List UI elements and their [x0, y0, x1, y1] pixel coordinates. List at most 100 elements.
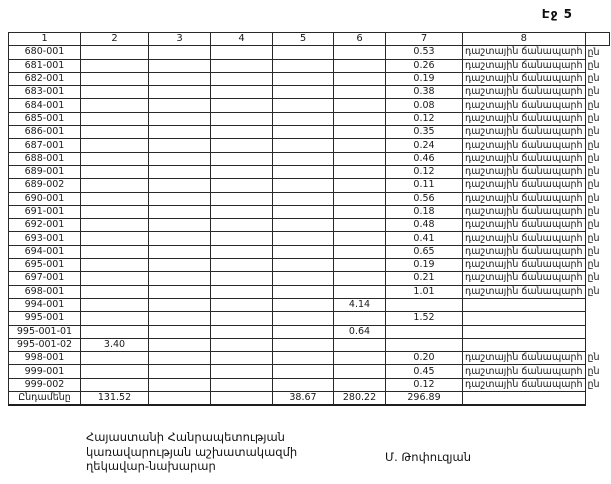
cell-c6 — [333, 98, 386, 113]
cell-c6 — [333, 85, 386, 100]
cell-c1: 684-001 — [8, 98, 81, 113]
cell-c6 — [333, 218, 386, 233]
issuer-line-3: ղեկավար-նախարար — [86, 459, 216, 473]
cell-c1: 694-001 — [8, 244, 81, 260]
cell-c3 — [148, 151, 211, 166]
cell-c6 — [333, 164, 386, 180]
cell-c1: 695-001 — [8, 258, 81, 273]
cell-c5 — [272, 351, 334, 366]
cell-c8: դաշտային ճանապարհ — [462, 218, 586, 233]
column-header-5: 5 — [272, 31, 334, 47]
cell-c3 — [148, 258, 211, 273]
cell-c4 — [210, 297, 273, 313]
cell-c8: դաշտային ճանապարհ — [462, 351, 586, 366]
cell-c7: 0.53 — [385, 45, 463, 60]
cell-c7: 1.52 — [385, 311, 463, 326]
scan-edge-fragment: ըն — [587, 245, 600, 257]
cell-c1: 995-001-02 — [8, 337, 81, 353]
cell-c2 — [80, 58, 149, 73]
cell-c7: 0.48 — [385, 218, 463, 233]
cell-c3 — [148, 231, 211, 246]
cell-c6 — [333, 377, 386, 393]
cell-c5 — [272, 297, 334, 313]
cell-c1: 999-002 — [8, 377, 81, 393]
cell-c4 — [210, 337, 273, 353]
cell-c6 — [333, 111, 386, 127]
scan-edge-fragment: ըն — [587, 152, 600, 164]
cell-c7: 0.26 — [385, 58, 463, 73]
cell-c8: դաշտային ճանապարհ — [462, 71, 586, 87]
cell-c1: 683-001 — [8, 85, 81, 100]
cell-c8: դաշտային ճանապարհ — [462, 138, 586, 153]
cell-c7: 0.24 — [385, 138, 463, 153]
cell-c4 — [210, 324, 273, 339]
cell-c4 — [210, 218, 273, 233]
cell-c2 — [80, 164, 149, 180]
cell-c3 — [148, 218, 211, 233]
cell-c2 — [80, 204, 149, 220]
table-row: 681-001 0.26 դաշտային ճանապարհ ըն — [8, 58, 610, 73]
cell-c3 — [148, 191, 211, 206]
cell-c6 — [333, 151, 386, 166]
cell-c7: 0.08 — [385, 98, 463, 113]
cell-c8: դաշտային ճանապարհ — [462, 45, 586, 60]
cell-c1: 681-001 — [8, 58, 81, 73]
scan-edge-fragment: ըն — [587, 285, 600, 297]
column-header-6: 6 — [333, 31, 386, 47]
scan-edge-fragment: ըն — [587, 59, 600, 71]
cell-c7: 0.35 — [385, 125, 463, 140]
cell-c8: դաշտային ճանապարհ — [462, 125, 586, 140]
issuer-title-block: Հայաստանի Հանրապետության կառավարության ա… — [86, 430, 297, 474]
scan-edge-fragment: ըն — [587, 259, 600, 271]
cell-c6 — [333, 364, 386, 379]
scan-edge-fragment: ըն — [587, 365, 600, 377]
table-row: 994-001 4.14 — [8, 297, 610, 313]
table-row: 695-001 0.19 դաշտային ճանապարհ ըն — [8, 258, 610, 273]
cell-c8: դաշտային ճանապարհ — [462, 244, 586, 260]
cell-c4 — [210, 71, 273, 87]
cell-c4 — [210, 58, 273, 73]
cell-c8: դաշտային ճանապարհ — [462, 151, 586, 166]
table-row: 999-002 0.12 դաշտային ճանապարհ ըն — [8, 377, 610, 393]
cell-c7: 0.19 — [385, 71, 463, 87]
cell-c2 — [80, 351, 149, 366]
cell-c3 — [148, 164, 211, 180]
cell-c2 — [80, 98, 149, 113]
scan-edge-fragment — [585, 338, 610, 351]
cell-c3 — [148, 284, 211, 299]
cell-c4 — [210, 351, 273, 366]
cell-c5 — [272, 178, 334, 193]
cell-c2: 3.40 — [80, 337, 149, 353]
cell-c3 — [148, 271, 211, 286]
cell-c5 — [272, 45, 334, 60]
cell-c6 — [333, 58, 386, 73]
cell-c5 — [272, 138, 334, 153]
cell-c5 — [272, 164, 334, 180]
cell-c1: 685-001 — [8, 111, 81, 127]
cell-c7: 0.12 — [385, 111, 463, 127]
cell-c4 — [210, 311, 273, 326]
cell-c4 — [210, 45, 273, 60]
cell-c4 — [210, 151, 273, 166]
cell-c6 — [333, 337, 386, 353]
cell-c6 — [333, 258, 386, 273]
total-cell-c2: 131.52 — [80, 391, 149, 407]
cell-c3 — [148, 138, 211, 153]
cell-c1: 994-001 — [8, 297, 81, 313]
cell-c1: 688-001 — [8, 151, 81, 166]
scan-edge-column — [584, 31, 610, 47]
cell-c7: 0.21 — [385, 271, 463, 286]
cell-c8 — [462, 311, 586, 326]
cell-c6 — [333, 178, 386, 193]
cell-c4 — [210, 231, 273, 246]
table-row: 998-001 0.20 դաշտային ճանապարհ ըն — [8, 351, 610, 366]
cell-c2 — [80, 151, 149, 166]
cell-c6 — [333, 138, 386, 153]
cell-c7: 0.12 — [385, 164, 463, 180]
cell-c5 — [272, 85, 334, 100]
scan-edge-fragment: ըն — [587, 126, 600, 138]
cell-c8: դաշտային ճանապարհ — [462, 364, 586, 379]
cell-c1: 687-001 — [8, 138, 81, 153]
column-header-2: 2 — [80, 31, 149, 47]
cell-c4 — [210, 377, 273, 393]
